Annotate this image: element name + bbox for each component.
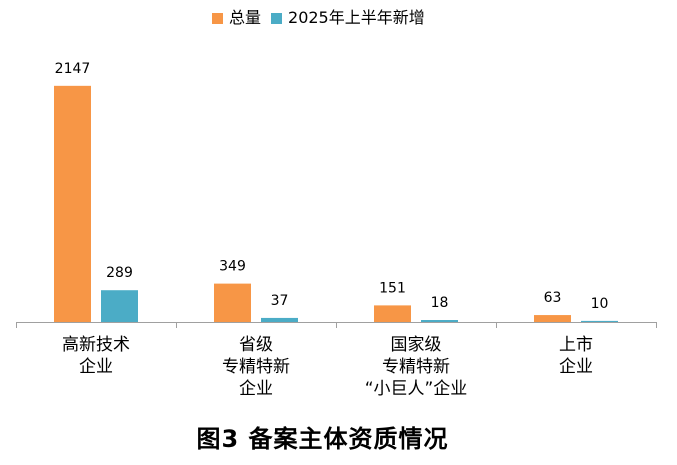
data-label-new-0: 289: [106, 265, 133, 281]
category-label-2: 国家级 专精特新 “小巨人”企业: [364, 335, 468, 399]
data-label-new-1: 37: [271, 293, 289, 309]
legend-item-new: 2025年上半年新增: [271, 8, 425, 28]
legend-item-total: 总量: [212, 8, 261, 28]
legend-swatch-total: [212, 12, 223, 24]
bar-total-3: [534, 315, 571, 322]
data-label-total-0: 2147: [55, 61, 91, 77]
bar-total-1: [214, 283, 251, 322]
data-label-total-3: 63: [544, 290, 562, 306]
bar-new-2: [421, 320, 458, 322]
bar-new-0: [101, 290, 138, 322]
chart-legend: 总量 2025年上半年新增: [212, 8, 435, 28]
chart-title: 图3 备案主体资质情况: [196, 425, 449, 453]
legend-swatch-new: [271, 12, 283, 24]
legend-label-total: 总量: [229, 8, 262, 27]
bar-total-0: [54, 85, 91, 322]
data-label-total-2: 151: [379, 280, 406, 296]
category-label-1: 省级 专精特新 企业: [222, 335, 290, 399]
category-label-0: 高新技术 企业: [62, 335, 130, 377]
data-label-new-3: 10: [591, 296, 609, 312]
bar-new-3: [581, 320, 618, 322]
bar-new-1: [261, 317, 298, 322]
category-label-3: 上市 企业: [559, 335, 593, 377]
bar-chart-plot: 2147 289 349 37 151 18 63 10: [16, 61, 657, 328]
legend-label-new: 2025年上半年新增: [288, 8, 425, 27]
data-label-new-2: 18: [431, 295, 449, 311]
data-label-total-1: 349: [219, 259, 246, 275]
bar-total-2: [374, 305, 411, 322]
